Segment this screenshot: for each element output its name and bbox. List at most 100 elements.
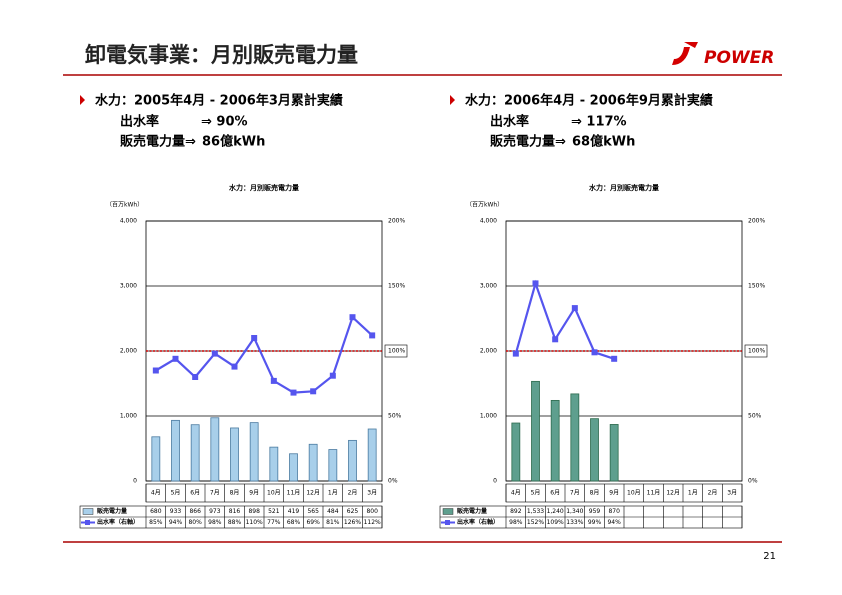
line-marker [270, 377, 277, 384]
table-value: 133% [566, 519, 583, 526]
legend-label: 販売電力量 [457, 507, 487, 515]
x-tick-label: 6月 [190, 490, 200, 497]
y-tick-label: 1,000 [480, 413, 497, 420]
table-value: 973 [209, 508, 221, 515]
y2-tick-label: 150% [388, 283, 405, 290]
line-marker [571, 305, 578, 312]
line-marker [310, 388, 317, 395]
y2-tick-label: 0% [748, 478, 758, 485]
y-tick-label: 2,000 [120, 348, 137, 355]
x-tick-label: 4月 [151, 490, 161, 497]
bar [328, 449, 338, 482]
line-marker [192, 374, 199, 380]
table-value: 521 [268, 508, 280, 515]
x-tick-label: 2月 [708, 490, 718, 497]
x-tick-label: 3月 [367, 490, 377, 497]
line-marker [552, 336, 559, 343]
legend-swatch [442, 508, 454, 515]
x-tick-label: 5月 [171, 490, 181, 497]
table-value: 419 [288, 508, 300, 515]
table-value: 81% [326, 519, 340, 526]
chart-title: 水力：月別販売電力量 [229, 183, 299, 192]
x-tick-label: 4月 [511, 490, 521, 497]
y-tick-label: 1,000 [120, 413, 137, 420]
x-tick-label: 10月 [627, 490, 641, 497]
y-axis-label: （百万kWh） [466, 202, 503, 209]
y2-tick-label: 50% [748, 413, 762, 420]
summary-value: ⇒ 117% [571, 115, 627, 130]
x-tick-label: 12月 [306, 490, 320, 497]
summary-label: 出水率 [120, 114, 159, 130]
y-tick-label: 3,000 [480, 283, 497, 290]
x-tick-label: 6月 [550, 490, 560, 497]
y-tick-label: 4,000 [120, 218, 137, 225]
legend-label: 出水率（右軸） [97, 518, 139, 526]
bar [367, 428, 377, 482]
line-marker [329, 372, 336, 379]
table-value: 98% [208, 519, 222, 526]
bar [171, 419, 180, 482]
table-value: 94% [607, 519, 621, 526]
y2-tick-label: 100% [388, 348, 405, 355]
x-tick-label: 9月 [249, 490, 259, 497]
table-value: 99% [588, 519, 602, 526]
table-value: 625 [347, 508, 359, 515]
line-marker [532, 280, 539, 287]
bullet [450, 95, 455, 105]
bar [348, 439, 357, 482]
table-value: 959 [589, 508, 601, 515]
line-marker [172, 355, 179, 362]
legend-label: 出水率（右軸） [457, 518, 499, 526]
x-tick-label: 12月 [666, 490, 680, 497]
x-tick-label: 9月 [609, 490, 619, 497]
table-value: 80% [188, 519, 202, 526]
bar [249, 422, 259, 482]
table-value: 110% [246, 519, 263, 526]
line-marker [211, 350, 218, 357]
table-value: 69% [306, 519, 320, 526]
bar [308, 443, 318, 482]
x-tick-label: 7月 [210, 490, 220, 497]
bar [151, 436, 161, 482]
bar [190, 424, 200, 482]
line-marker [591, 349, 598, 356]
summary-heading: 水力：2006年4月 - 2006年9月累計実績 [465, 93, 713, 109]
line-marker [152, 367, 159, 374]
y2-tick-label: 200% [388, 218, 405, 225]
summary-value: ⇒ 90% [201, 115, 248, 130]
x-tick-label: 11月 [287, 490, 301, 497]
table-value: 152% [527, 519, 544, 526]
y2-tick-label: 200% [748, 218, 765, 225]
line-marker [251, 335, 258, 341]
line-marker [512, 350, 519, 357]
y2-tick-label: 150% [748, 283, 765, 290]
x-tick-label: 2月 [348, 490, 358, 497]
legend-label: 販売電力量 [97, 507, 127, 515]
y-tick-label: 0 [133, 478, 137, 485]
x-tick-label: 8月 [230, 490, 240, 497]
bar [230, 427, 239, 482]
table-value: 109% [547, 519, 564, 526]
summary-value: 68億kWh [572, 134, 635, 150]
table-value: 1,240 [547, 508, 564, 515]
logo-mark [672, 42, 698, 65]
chart-title: 水力：月別販売電力量 [589, 183, 659, 192]
bar [269, 446, 279, 482]
bar [550, 399, 560, 482]
table-value: 94% [169, 519, 183, 526]
line-marker [231, 363, 238, 370]
legend-swatch [85, 520, 90, 525]
x-tick-label: 11月 [647, 490, 661, 497]
table-value: 898 [248, 508, 260, 515]
table-value: 77% [267, 519, 281, 526]
table-value: 1,533 [527, 508, 544, 515]
bar [289, 453, 298, 482]
line [514, 279, 615, 360]
x-tick-label: 10月 [267, 490, 281, 497]
bar [531, 380, 540, 482]
legend-swatch [82, 508, 94, 515]
line-marker [611, 355, 618, 362]
page-number: 21 [763, 551, 776, 562]
bullet [80, 95, 85, 105]
